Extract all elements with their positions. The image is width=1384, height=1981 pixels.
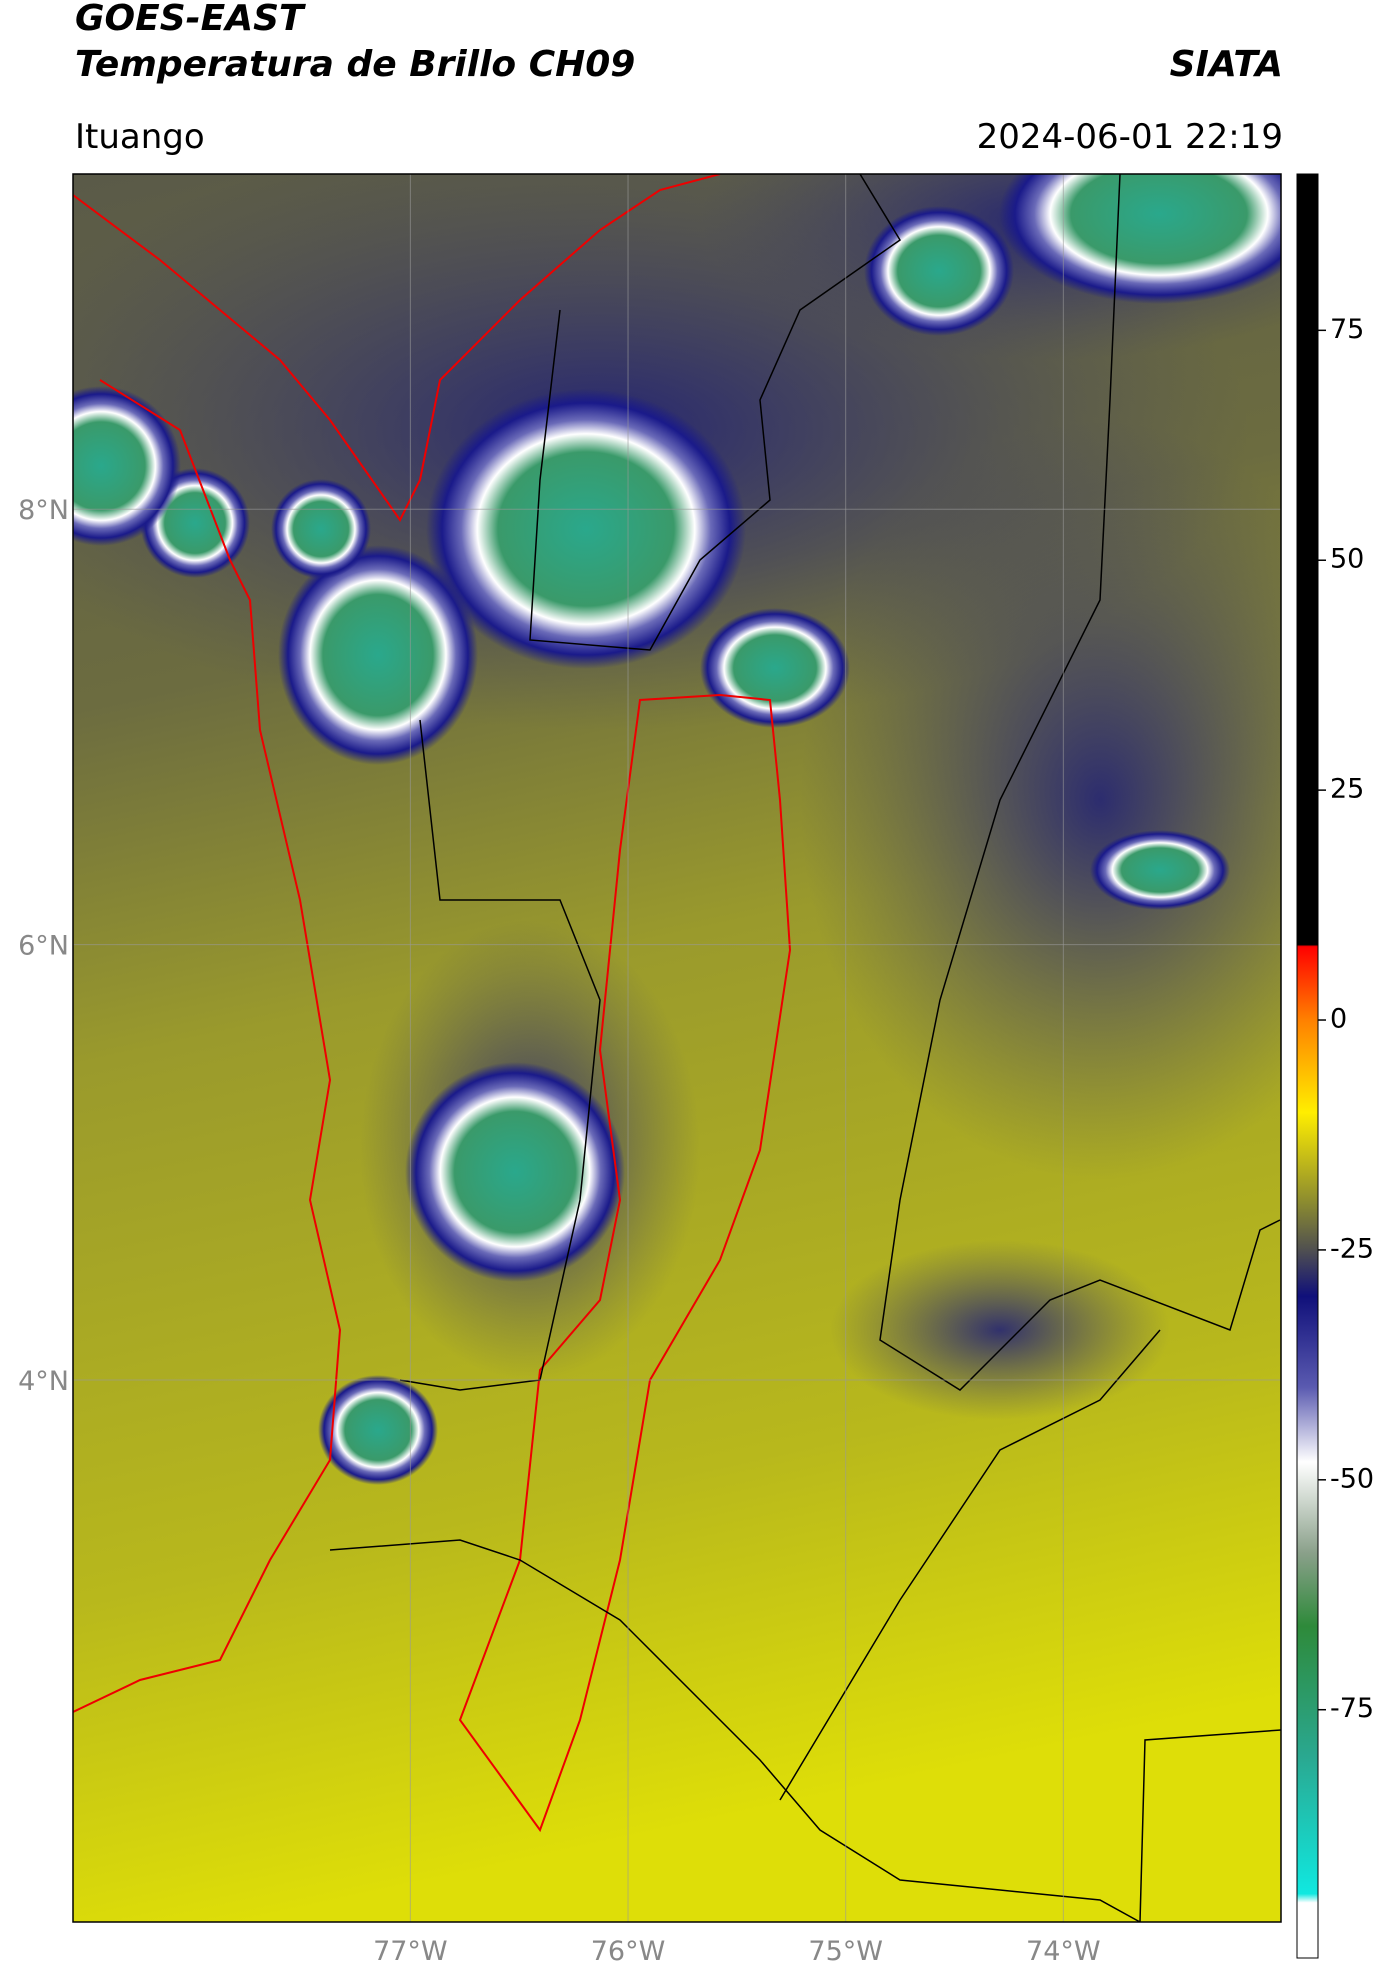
map-frame [72,173,1282,1923]
colorbar-tick-label: -25 [1330,1233,1374,1264]
lat-label: 4°N [18,1366,69,1397]
datetime: 2024-06-01 22:19 [977,117,1283,157]
storm-cell [278,545,478,765]
border [529,174,902,651]
storm-cell [405,1062,625,1282]
storm-cell [426,389,746,669]
colorbar-tick-label: 0 [1330,1004,1347,1035]
storm-cell [73,386,181,546]
lat-label: 6°N [18,931,69,962]
coastline [73,174,721,522]
location: Ituango [75,117,205,157]
subtitle: Temperatura de Brillo CH09 [75,44,635,85]
title: GOES-EAST [75,0,306,39]
storm-cell [864,206,1014,336]
colorbar-tick-label: -75 [1330,1693,1374,1724]
colorbar-tick-label: 25 [1330,774,1364,805]
border [329,1539,1141,1922]
border [779,1329,1161,1801]
storm-cell [318,1375,438,1485]
map [73,174,1281,1922]
storm-cell [1090,830,1230,910]
storm-cell [700,608,850,728]
colorbar-tick-label: 50 [1330,544,1364,575]
lon-label: 75°W [808,1936,883,1967]
coastline [73,379,342,1713]
lat-label: 8°N [18,495,69,526]
cloud-haze [800,420,1281,1180]
colorbar [1296,173,1319,1959]
storm-cell [271,479,371,579]
lon-label: 77°W [373,1936,448,1967]
border [399,719,601,1391]
lon-label: 76°W [591,1936,666,1967]
colorbar-tick-label: 75 [1330,314,1364,345]
border [879,174,1281,1391]
source: SIATA [1170,44,1283,85]
colorbar-tick-label: -50 [1330,1463,1374,1494]
lon-label: 74°W [1026,1936,1101,1967]
border [1139,1729,1281,1922]
cloud-haze [830,1240,1170,1420]
storm-cell [999,174,1281,304]
department-border [458,694,792,1833]
